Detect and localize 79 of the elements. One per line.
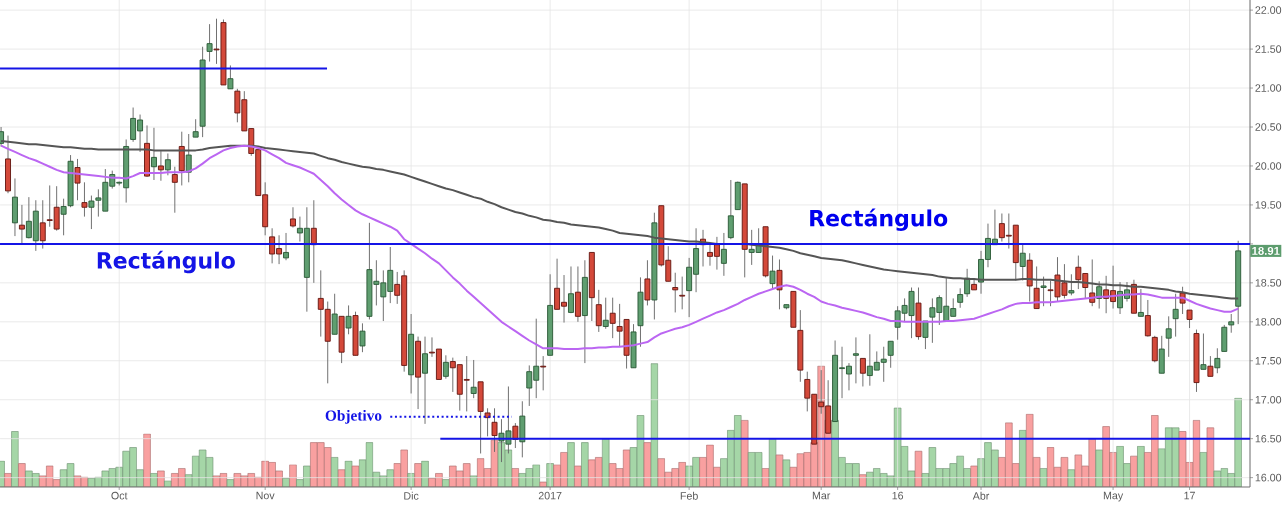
candlestick: [769, 255, 776, 291]
candlestick: [283, 232, 289, 261]
y-tick-label: 21.00: [1255, 84, 1282, 92]
candlestick: [164, 153, 171, 176]
y-tick-label: 16.00: [1255, 473, 1282, 482]
candlestick: [1200, 333, 1207, 370]
candlestick: [60, 198, 67, 236]
candlestick: [171, 166, 178, 214]
x-tick-label: Mar: [812, 491, 831, 500]
candlestick: [859, 357, 866, 387]
candlestick: [1165, 315, 1172, 358]
candlestick: [442, 354, 449, 380]
bar: [581, 442, 589, 487]
y-tick-label: 18.00: [1255, 318, 1282, 326]
y-tick-label: 19.50: [1255, 201, 1282, 209]
candlestick: [206, 23, 213, 63]
candlestick: [672, 272, 679, 313]
candlestick: [227, 64, 234, 90]
candlestick: [957, 287, 964, 309]
x-tick-label: Abr: [972, 491, 990, 500]
candlestick: [720, 232, 727, 277]
candlestick: [185, 133, 192, 183]
annotation: 18.91: [1252, 246, 1280, 255]
candlestick: [1172, 293, 1179, 338]
candlestick: [1040, 276, 1047, 307]
candlestick: [727, 179, 734, 240]
candlestick: [290, 206, 296, 228]
candlestick: [470, 359, 477, 399]
candlestick: [609, 297, 616, 339]
candlestick: [331, 293, 338, 335]
candlestick: [345, 304, 352, 335]
candlestick: [644, 259, 651, 306]
candlestick: [74, 158, 81, 201]
y-tick-label: 20.00: [1255, 162, 1282, 170]
candlestick: [852, 336, 859, 384]
candlestick: [1207, 355, 1214, 377]
x-tick-label: Feb: [680, 491, 698, 500]
candlestick: [1068, 273, 1075, 296]
x-tick-label: 17: [1184, 491, 1195, 500]
y-tick-label: 17.00: [1255, 395, 1282, 404]
candlestick: [679, 276, 686, 310]
ref-line-label: Objetivo: [325, 409, 382, 424]
candlestick: [39, 199, 46, 250]
candlestick: [540, 355, 547, 391]
candlestick: [484, 407, 491, 437]
bar: [1137, 445, 1145, 487]
y-tick-label: 17.50: [1255, 356, 1282, 365]
candlestick: [776, 258, 783, 310]
ref-line-label: Rectángulo: [97, 250, 235, 274]
candlestick: [1228, 313, 1235, 334]
candlestick: [602, 297, 609, 330]
candlestick: [1144, 299, 1151, 338]
x-tick-label: May: [1103, 491, 1124, 502]
candlestick: [922, 320, 929, 350]
y-tick-label: 18.50: [1255, 279, 1282, 287]
y-tick-label: 16.50: [1255, 434, 1282, 443]
x-tick-label: 2017: [538, 491, 562, 500]
y-tick-label: 22.00: [1255, 6, 1282, 14]
candlestick: [150, 127, 157, 181]
candlestick: [1214, 347, 1221, 374]
x-tick-label: Dic: [404, 491, 419, 500]
candlestick: [1019, 243, 1026, 281]
candlestick: [887, 340, 894, 369]
annotation: Rectángulo: [810, 208, 948, 231]
x-tick-label: Nov: [256, 491, 275, 500]
candlestick: [81, 181, 88, 218]
y-tick-label: 20.50: [1255, 123, 1282, 131]
candlestick: [1151, 335, 1158, 363]
candlestick: [1137, 288, 1144, 317]
x-tick-label: Oct: [111, 491, 128, 500]
candlestick: [595, 289, 602, 333]
candlestick: [1033, 266, 1040, 310]
y-tick-label: 21.50: [1255, 45, 1282, 53]
candlestick: [18, 204, 25, 245]
candlestick: [568, 266, 574, 314]
candlestick: [422, 336, 428, 425]
candlestick: [157, 150, 164, 182]
x-tick-label: 16: [892, 491, 904, 500]
candlestick: [359, 322, 366, 353]
